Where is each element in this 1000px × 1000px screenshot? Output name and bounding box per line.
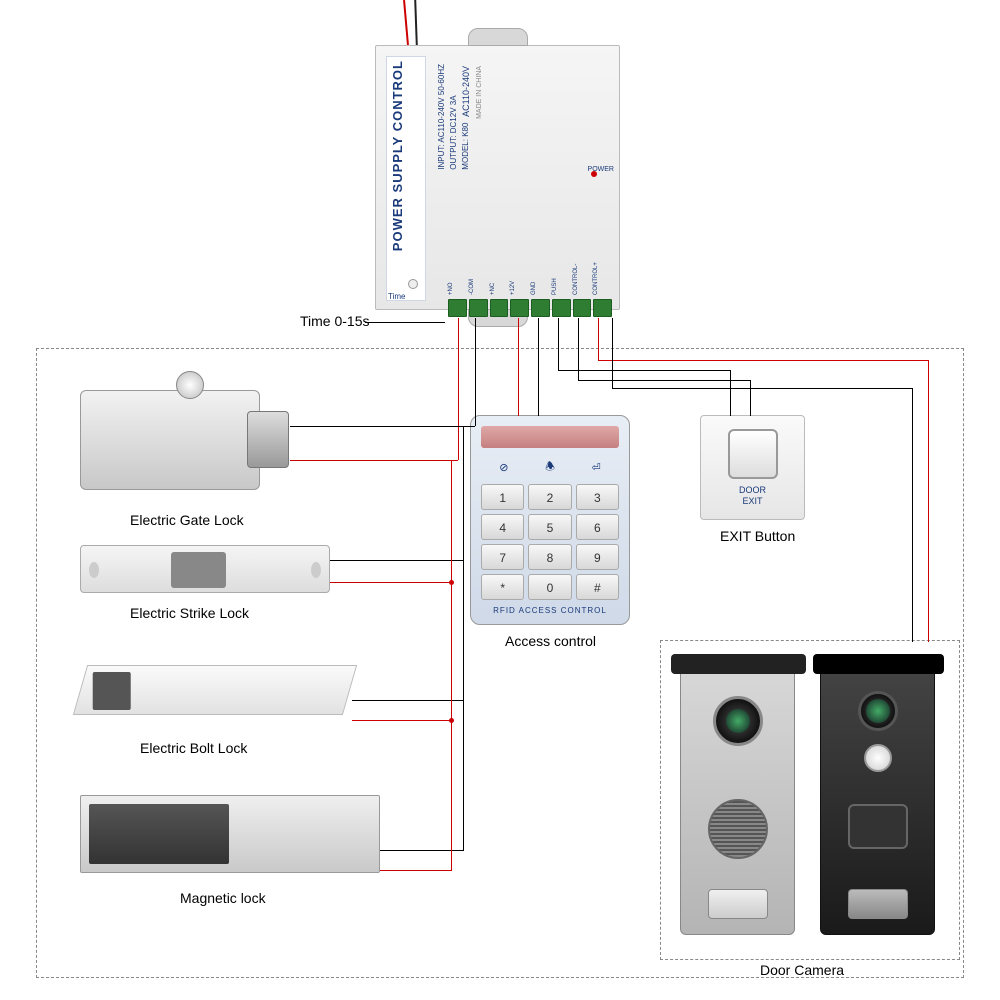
- wire-push-b1: [578, 318, 579, 380]
- time-range-label: Time 0-15s: [300, 313, 370, 329]
- exit-button-label: EXIT Button: [720, 528, 795, 544]
- strike-lock-label: Electric Strike Lock: [130, 605, 249, 621]
- wire-strike-black: [330, 560, 463, 561]
- psu-time-label: Time: [388, 292, 405, 301]
- camera-speaker: [848, 804, 908, 849]
- wire-strike-red: [330, 582, 451, 583]
- camera-call-button[interactable]: [708, 889, 768, 919]
- keypad-lock-icon: ⊘: [499, 461, 508, 474]
- keypad-footer: RFID ACCESS CONTROL: [481, 606, 619, 615]
- keypad-key-1[interactable]: 1: [481, 484, 524, 510]
- wire-gate-red: [290, 460, 458, 461]
- psu-voltage: AC110-240V: [461, 66, 471, 117]
- power-supply-unit: POWER SUPPLY CONTROL INPUT: AC110-240V 5…: [375, 45, 620, 310]
- psu-mount-top: [468, 28, 528, 46]
- wire-ctrl-b2: [612, 388, 912, 389]
- electric-strike-lock: [80, 545, 330, 605]
- wire-push-2: [558, 370, 730, 371]
- wire-com-down: [475, 318, 476, 426]
- electric-gate-lock: [80, 390, 280, 505]
- psu-terminal-labels: +NO -COM +NC +12V GND PUSH CONTROL- CONT…: [448, 251, 612, 295]
- keypad-key-4[interactable]: 4: [481, 514, 524, 540]
- door-camera-silver: [680, 665, 795, 935]
- camera-lens-icon: [858, 691, 898, 731]
- wire-push-b2: [578, 380, 750, 381]
- keypad-key-hash[interactable]: #: [576, 574, 619, 600]
- wire-node: [449, 580, 454, 585]
- access-control-keypad: ⊘ 🕭 ⏎ 1 2 3 4 5 6 7 8 9 * 0 # RFID ACCES…: [470, 415, 630, 625]
- keypad-display: [481, 426, 619, 448]
- access-control-label: Access control: [505, 633, 596, 649]
- gate-lock-label: Electric Gate Lock: [130, 512, 244, 528]
- wire-push-b3: [750, 380, 751, 416]
- door-camera-label: Door Camera: [760, 962, 844, 978]
- keypad-key-2[interactable]: 2: [528, 484, 571, 510]
- wire-ctrl-b1: [612, 318, 613, 388]
- keypad-key-7[interactable]: 7: [481, 544, 524, 570]
- wire-ctrl-r1: [598, 318, 599, 360]
- wire-push-3: [730, 370, 731, 416]
- wire-ctrl-r3: [928, 360, 929, 642]
- exit-button-text: DOOR EXIT: [739, 485, 766, 507]
- wire-bolt-black: [352, 700, 463, 701]
- wire-red-vertical-bus: [451, 460, 452, 871]
- wire-12v-ac: [518, 318, 519, 416]
- wire-ctrl-r2: [598, 360, 928, 361]
- keypad-key-6[interactable]: 6: [576, 514, 619, 540]
- keypad-key-3[interactable]: 3: [576, 484, 619, 510]
- keypad-grid: 1 2 3 4 5 6 7 8 9 * 0 #: [481, 484, 619, 600]
- magnetic-lock: [80, 795, 380, 885]
- diagram-canvas: POWER SUPPLY CONTROL INPUT: AC110-240V 5…: [0, 0, 1000, 1000]
- keypad-key-9[interactable]: 9: [576, 544, 619, 570]
- power-led-label: POWER: [588, 166, 614, 173]
- keypad-key-0[interactable]: 0: [528, 574, 571, 600]
- camera-mic: [864, 744, 892, 772]
- ac-wire-neutral: [414, 0, 418, 45]
- keypad-icon-row: ⊘ 🕭 ⏎: [481, 456, 619, 478]
- door-camera-black: [820, 665, 935, 935]
- magnetic-lock-label: Magnetic lock: [180, 890, 266, 906]
- wire-node: [449, 718, 454, 723]
- time-range-line: [365, 322, 445, 323]
- keypad-enter-icon: ⏎: [591, 461, 600, 474]
- wire-black-vertical-bus: [463, 426, 464, 851]
- psu-terminal-block: [448, 299, 612, 317]
- camera-speaker: [708, 799, 768, 859]
- bolt-lock-label: Electric Bolt Lock: [140, 740, 247, 756]
- wire-gnd-ac: [538, 318, 539, 416]
- wire-gate-black: [290, 426, 475, 427]
- psu-title: POWER SUPPLY CONTROL: [390, 60, 405, 251]
- ac-wire-live: [403, 0, 409, 45]
- wire-push-1: [558, 318, 559, 370]
- keypad-key-8[interactable]: 8: [528, 544, 571, 570]
- electric-bolt-lock: [80, 665, 350, 735]
- camera-lens-icon: [713, 696, 763, 746]
- wire-mag-red: [380, 870, 451, 871]
- exit-push-button[interactable]: [728, 429, 778, 479]
- exit-button-panel: DOOR EXIT: [700, 415, 805, 520]
- wire-no-down: [458, 318, 459, 460]
- psu-made-in: MADE IN CHINA: [476, 66, 483, 119]
- wire-bolt-red: [352, 720, 451, 721]
- psu-time-adjust: [408, 279, 418, 289]
- keypad-key-star[interactable]: *: [481, 574, 524, 600]
- keypad-bell-icon: 🕭: [545, 458, 555, 477]
- wire-ctrl-b3: [912, 388, 913, 642]
- keypad-key-5[interactable]: 5: [528, 514, 571, 540]
- camera-call-button[interactable]: [848, 889, 908, 919]
